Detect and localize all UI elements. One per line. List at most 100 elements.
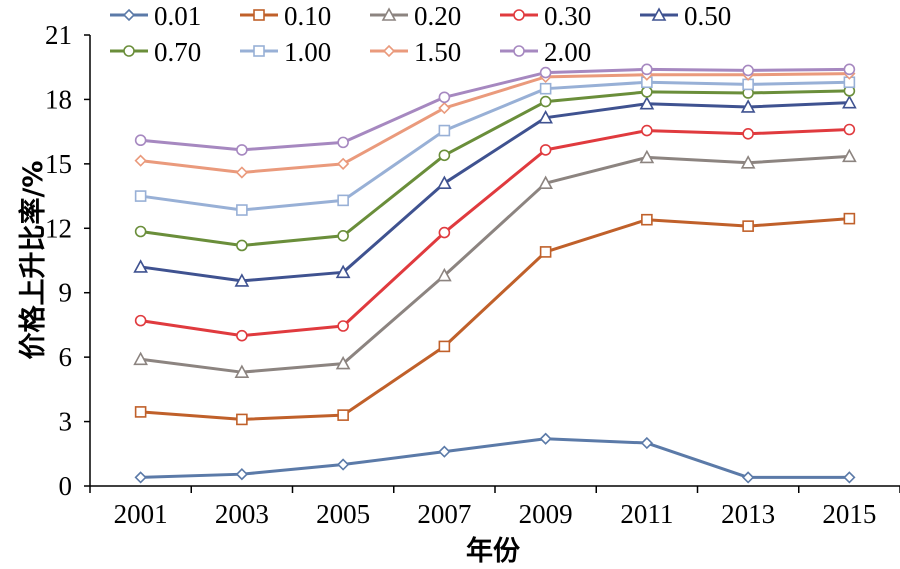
- y-tick-label: 12: [45, 213, 72, 243]
- series-0.50: [133, 94, 857, 287]
- y-tick-label: 21: [45, 20, 72, 50]
- data-point: [235, 468, 249, 481]
- data-point: [640, 436, 654, 450]
- data-point: [234, 364, 250, 378]
- data-point: [134, 314, 147, 327]
- data-point: [337, 409, 349, 421]
- y-tick-label: 15: [45, 149, 72, 179]
- data-point: [236, 329, 248, 342]
- legend: 0.01 0.10 0.20 0.30 0.50 0.70 1.00 1.50 2.00: [110, 1, 731, 67]
- legend-marker: [381, 7, 397, 21]
- data-point: [539, 95, 552, 108]
- legend-item: 1.00: [240, 37, 331, 67]
- x-tick-label: 2011: [620, 499, 673, 529]
- data-point: [742, 78, 754, 91]
- series-line: [140, 217, 850, 421]
- data-point: [134, 406, 147, 418]
- legend-item: 1.50: [370, 37, 461, 67]
- legend-item: 2.00: [500, 37, 591, 67]
- data-point: [843, 63, 856, 76]
- legend-label: 0.70: [154, 37, 201, 67]
- x-tick-label: 2001: [114, 499, 168, 529]
- data-point: [740, 99, 756, 113]
- y-tick-label: 18: [45, 84, 72, 114]
- data-point: [843, 212, 856, 225]
- legend-marker: [122, 8, 136, 22]
- data-point: [236, 144, 248, 156]
- series-line: [140, 127, 850, 338]
- series-0.20: [133, 148, 857, 378]
- data-point: [742, 127, 754, 140]
- data-point: [539, 82, 552, 95]
- data-point: [438, 91, 451, 104]
- data-point: [234, 273, 250, 287]
- data-point: [336, 157, 350, 170]
- data-point: [337, 194, 349, 207]
- data-point: [641, 86, 653, 98]
- x-tick-label: 2013: [721, 499, 775, 529]
- legend-label: 0.01: [154, 1, 201, 31]
- legend-marker: [123, 45, 135, 57]
- data-point: [742, 64, 754, 77]
- data-point: [437, 267, 452, 282]
- legend-label: 0.50: [684, 1, 731, 31]
- data-point: [337, 230, 349, 242]
- data-point: [842, 148, 857, 163]
- data-point: [134, 471, 147, 484]
- data-point: [641, 213, 653, 226]
- series-line: [140, 80, 850, 212]
- legend-item: 0.01: [110, 1, 201, 31]
- legend-label: 0.20: [414, 1, 461, 31]
- data-point: [337, 320, 349, 332]
- y-tick-label: 6: [59, 342, 73, 372]
- x-axis-title: 年份: [466, 535, 520, 567]
- x-tick-label: 2015: [822, 499, 876, 529]
- data-point: [741, 471, 755, 484]
- data-point: [336, 458, 350, 471]
- legend-label: 2.00: [544, 37, 591, 67]
- series-0.01: [134, 432, 856, 484]
- data-point: [641, 63, 653, 76]
- series-line: [140, 89, 850, 247]
- data-point: [539, 144, 552, 156]
- data-point: [740, 155, 756, 169]
- legend-marker: [253, 45, 265, 57]
- data-point: [538, 110, 553, 124]
- data-point: [438, 226, 451, 239]
- series-line: [140, 101, 850, 283]
- data-point: [134, 225, 147, 238]
- data-point: [742, 220, 754, 232]
- legend-marker: [513, 9, 525, 21]
- data-point: [438, 445, 451, 458]
- x-tick-label: 2009: [519, 499, 573, 529]
- data-point: [134, 134, 147, 147]
- axes: 0 3 6 9 12 15 18 21 2001 2003 2005 2007 2009 2011 2013…: [45, 20, 900, 529]
- series-line: [140, 72, 850, 174]
- series-line: [140, 154, 850, 374]
- legend-item: 0.50: [640, 1, 731, 31]
- legend-marker: [651, 7, 667, 21]
- legend-label: 0.10: [284, 1, 331, 31]
- x-tick-label: 2003: [215, 499, 269, 529]
- legend-marker: [253, 9, 265, 21]
- data-point: [438, 340, 451, 353]
- data-point: [235, 166, 249, 179]
- data-point: [438, 101, 451, 115]
- legend-item: 0.20: [370, 1, 461, 31]
- data-point: [133, 351, 148, 366]
- y-tick-label: 0: [59, 471, 73, 501]
- data-point: [133, 259, 148, 273]
- data-point: [539, 66, 552, 79]
- legend-marker: [513, 45, 525, 57]
- data-point: [842, 94, 857, 109]
- legend-item: 0.70: [110, 37, 201, 67]
- series-1.00: [134, 76, 856, 216]
- data-point: [843, 471, 856, 484]
- y-axis-title: 价格上升比率/%: [17, 161, 49, 360]
- y-tick-label: 9: [59, 278, 73, 308]
- legend-label: 1.00: [284, 37, 331, 67]
- x-tick-label: 2005: [316, 499, 370, 529]
- legend-item: 0.10: [240, 1, 331, 31]
- data-point: [236, 204, 248, 216]
